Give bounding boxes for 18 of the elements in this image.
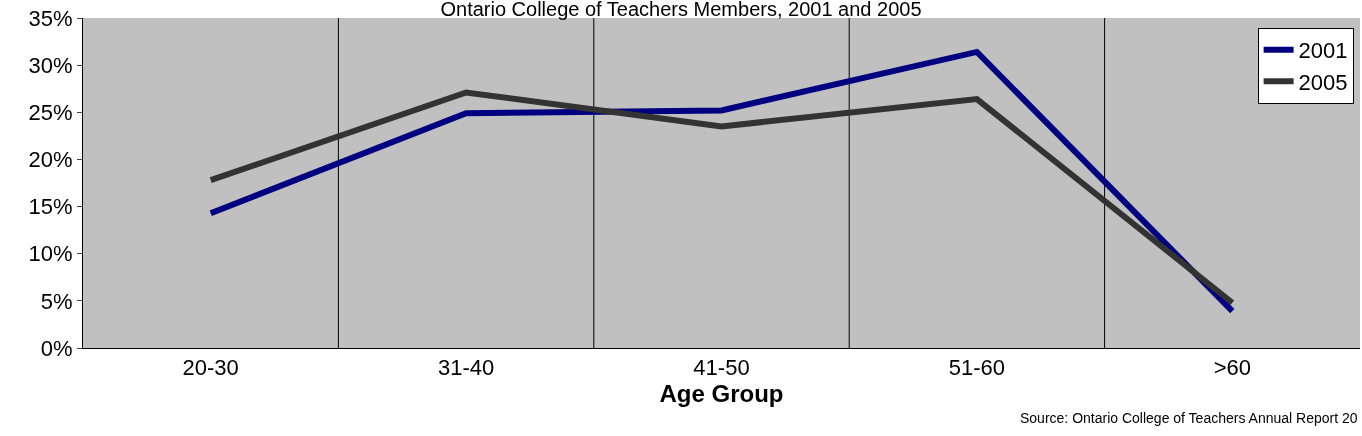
y-tick-label: 15% bbox=[28, 194, 73, 220]
x-tick-label: 20-30 bbox=[182, 355, 239, 381]
y-tick-label: 25% bbox=[28, 99, 73, 125]
x-tick-label: >60 bbox=[1213, 355, 1251, 381]
y-tick-label: 5% bbox=[40, 288, 73, 314]
x-tick-label: 31-40 bbox=[437, 355, 495, 381]
legend-label: 2001 bbox=[1298, 38, 1348, 64]
chart-title: Ontario College of Teachers Members, 2001 and 2005 bbox=[440, 0, 922, 21]
x-tick-label: 51-60 bbox=[948, 355, 1006, 381]
y-tick-label: 20% bbox=[28, 147, 73, 173]
y-tick-label: 35% bbox=[28, 5, 73, 31]
y-tick-label: 0% bbox=[40, 335, 73, 361]
x-tick-label: 41-50 bbox=[693, 355, 750, 381]
legend-label: 2005 bbox=[1298, 69, 1348, 95]
y-tick-label: 10% bbox=[28, 241, 73, 267]
x-axis-title: Age Group bbox=[659, 380, 784, 408]
source-note: Source: Ontario College of Teachers Annual Report 20 bbox=[1020, 410, 1358, 426]
y-tick-label: 30% bbox=[28, 52, 73, 78]
